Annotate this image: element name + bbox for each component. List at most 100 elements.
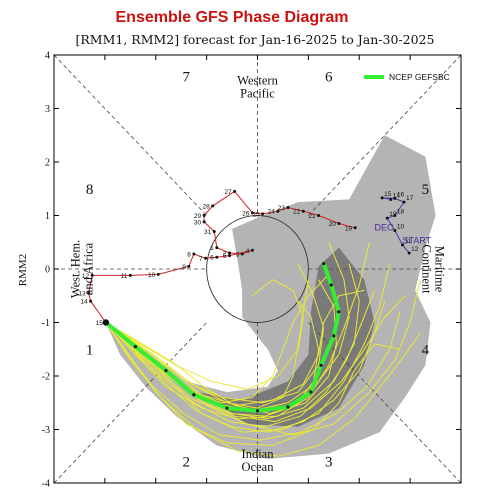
legend-label: NCEP GEFSBC: [389, 72, 450, 82]
track-annotation-2: START: [402, 235, 431, 245]
forecast-start-marker: [102, 319, 110, 326]
observed-point-18: [228, 254, 232, 258]
observed-day-label-12: 30: [194, 219, 202, 226]
ensemble-member-15: [105, 300, 386, 433]
observed-day-label-26: 13: [78, 291, 86, 298]
observed-day-label-6: 24: [268, 209, 276, 216]
ensemble-mean-point-2: [133, 344, 137, 349]
phase-label-5: 5: [422, 182, 430, 198]
phase-divider-se: [308, 322, 461, 483]
observed-day-label-7: 25: [252, 211, 260, 218]
observed-day-label-5: 23: [278, 205, 286, 212]
ensemble-mean-point-13: [322, 262, 326, 266]
region-label-1-line-1: Western: [237, 74, 278, 88]
observed-point-10: [211, 204, 215, 208]
region-label-3-line-1: West. Hem.: [68, 240, 82, 298]
observed-day-label-16: 3: [236, 252, 240, 259]
chart-subtitle: [RMM1, RMM2] forecast for Jan-16-2025 to…: [76, 32, 435, 47]
start-track-point-4: [402, 200, 406, 204]
phase-label-3: 3: [325, 455, 333, 471]
phase-label-6: 6: [325, 69, 333, 85]
y-tick-label-3: -1: [42, 318, 50, 329]
observed-point-20: [204, 256, 208, 260]
observed-day-label-4: 22: [293, 209, 301, 216]
observed-day-label-8: 26: [242, 210, 250, 217]
observed-point-24: [128, 273, 132, 277]
observed-day-label-24: 11: [121, 273, 128, 280]
phase-label-1: 1: [86, 342, 94, 358]
ensemble-member-16: [105, 300, 320, 417]
observed-point-27: [89, 299, 93, 303]
region-label-3: West. Hem. and Africa: [68, 240, 95, 298]
observed-point-12: [202, 220, 206, 224]
start-track-day-label-7: 10: [397, 223, 405, 230]
ensemble-mean-point-5: [225, 406, 229, 410]
observed-point-25: [90, 273, 94, 277]
observed-point-2: [337, 222, 341, 226]
ensemble-mean-point-9: [319, 363, 323, 367]
observed-day-label-11: 29: [194, 213, 202, 220]
observed-day-label-21: 8: [187, 252, 191, 259]
observed-point-19: [215, 255, 219, 259]
ensemble-mean-point-7: [286, 405, 290, 409]
ensemble-mean-point-10: [332, 334, 336, 338]
ensemble-member-11: [105, 290, 375, 428]
observed-point-16: [240, 252, 244, 256]
observed-day-label-1: 19: [345, 225, 353, 232]
start-track-day-label-3: 16: [397, 191, 405, 198]
ensemble-member-14: [105, 289, 365, 406]
start-track-day-label-1: 14: [393, 192, 401, 199]
observed-day-label-2: 20: [329, 221, 337, 228]
observed-point-22: [187, 264, 191, 268]
start-track-point-5: [393, 214, 397, 217]
y-tick-label-5: 1: [45, 211, 50, 222]
phase-label-2: 2: [183, 455, 191, 471]
observed-point-23: [156, 272, 160, 276]
observed-day-label-20: 7: [199, 256, 203, 263]
observed-point-3: [317, 214, 321, 217]
observed-day-label-19: 6: [210, 255, 214, 262]
observed-point-7: [261, 212, 265, 216]
track-annotation-1: DEC: [375, 222, 395, 232]
observed-point-11: [202, 214, 206, 217]
region-label-4-line-1: Maritime: [433, 246, 447, 293]
y-tick-label-2: -2: [42, 372, 50, 383]
ensemble-member-13: [105, 311, 401, 441]
y-tick-label-4: 0: [45, 265, 50, 276]
start-track-day-label-6: 19: [389, 211, 397, 218]
ensemble-mean-point-12: [329, 283, 333, 287]
observed-day-label-10: 28: [202, 203, 210, 210]
region-label-4-line-2: Continent: [420, 244, 434, 294]
start-track-day-label-4: 17: [406, 195, 414, 202]
phase-label-4: 4: [422, 342, 430, 358]
phase-label-7: 7: [183, 69, 191, 85]
start-track-day-label-5: 18: [397, 209, 405, 216]
observed-point-1: [353, 226, 357, 230]
start-track-point-3: [393, 196, 397, 200]
observed-track-line: [88, 190, 356, 323]
observed-point-26: [87, 291, 91, 295]
ensemble-member-8: [105, 322, 421, 457]
observed-point-6: [276, 209, 280, 213]
y-tick-label-1: -3: [42, 425, 50, 436]
start-track-point-7: [393, 228, 397, 232]
ensemble-member-2: [105, 263, 325, 404]
phase-divider-ne: [308, 55, 461, 216]
chart-title: Ensemble GFS Phase Diagram: [116, 9, 349, 26]
start-track-point-8: [400, 243, 404, 247]
observed-point-9: [233, 189, 237, 193]
observed-day-label-17: 4: [246, 248, 250, 255]
observed-day-label-27: 14: [80, 299, 88, 306]
observed-day-label-28: 15: [96, 320, 104, 327]
ensemble-member-18: [105, 274, 330, 404]
y-tick-label-8: 4: [45, 51, 50, 62]
observed-day-label-9: 27: [224, 189, 232, 196]
start-track-point-9: [407, 251, 411, 255]
region-label-1-line-2: Pacific: [240, 87, 275, 101]
start-track-point-6: [385, 216, 389, 220]
